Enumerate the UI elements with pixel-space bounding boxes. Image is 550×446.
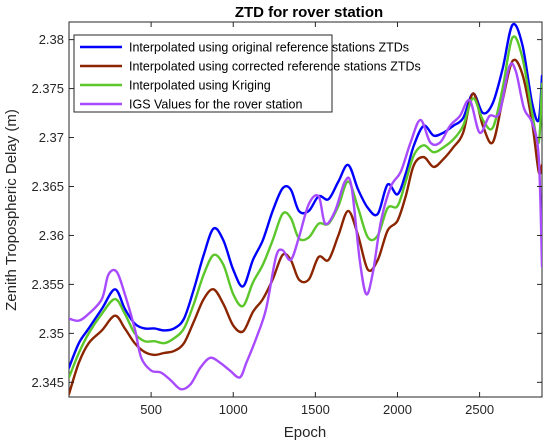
legend-label-2: Interpolated using corrected reference s… bbox=[129, 60, 421, 74]
legend-label-3: Interpolated using Kriging bbox=[129, 79, 271, 93]
x-tick-label: 500 bbox=[140, 402, 162, 417]
legend-label-1: Interpolated using original reference st… bbox=[129, 41, 409, 55]
series-layer bbox=[69, 22, 542, 396]
y-axis-label: Zenith Tropospheric Delay (m) bbox=[3, 109, 20, 311]
chart-title: ZTD for rover station bbox=[235, 4, 383, 21]
y-tick-label: 2.37 bbox=[39, 130, 64, 145]
x-tick-label: 2500 bbox=[465, 402, 494, 417]
legend-label-4: IGS Values for the rover station bbox=[129, 98, 303, 112]
series-line-2 bbox=[69, 58, 542, 396]
y-tick-label: 2.345 bbox=[31, 375, 64, 390]
y-tick-label: 2.365 bbox=[31, 179, 64, 194]
x-axis: 500 1000 1500 2000 2500 bbox=[140, 22, 494, 417]
y-tick-label: 2.355 bbox=[31, 277, 64, 292]
series-line-3 bbox=[69, 35, 542, 379]
y-axis: 2.345 2.35 2.355 2.36 2.365 2.37 2.375 2.38 bbox=[31, 32, 542, 390]
legend: Interpolated using original reference st… bbox=[73, 34, 421, 113]
x-tick-label: 1500 bbox=[301, 402, 330, 417]
y-tick-label: 2.38 bbox=[39, 32, 64, 47]
x-tick-label: 2000 bbox=[383, 402, 412, 417]
y-tick-label: 2.375 bbox=[31, 81, 64, 96]
x-tick-label: 1000 bbox=[219, 402, 248, 417]
series-line-4 bbox=[69, 62, 542, 391]
y-tick-label: 2.35 bbox=[39, 326, 64, 341]
x-axis-label: Epoch bbox=[284, 424, 327, 441]
y-tick-label: 2.36 bbox=[39, 228, 64, 243]
